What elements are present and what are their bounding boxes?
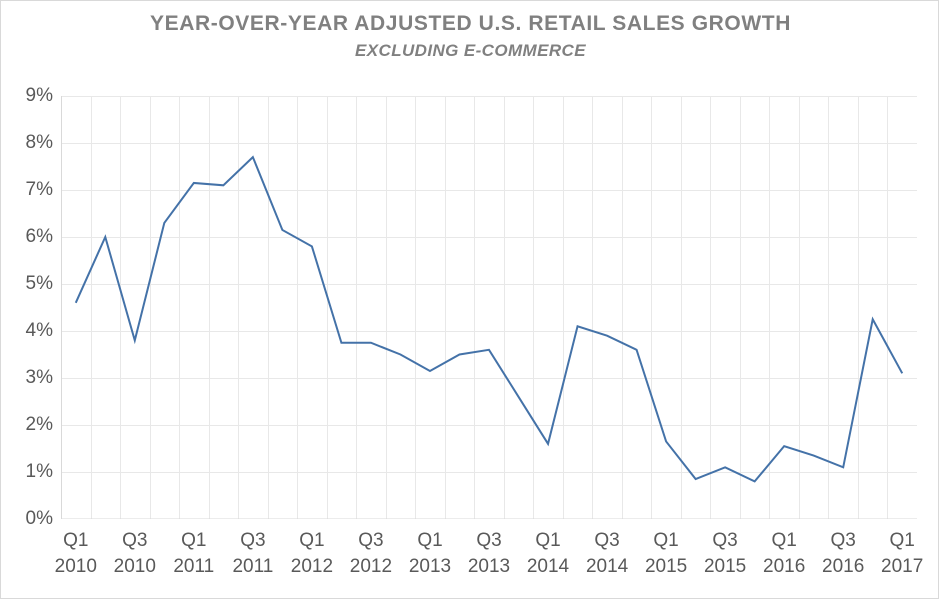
- x-tick-year: 2017: [881, 556, 924, 577]
- x-tick-label: Q3 2016: [813, 528, 873, 580]
- x-tick-quarter: Q1: [63, 530, 89, 551]
- x-tick-quarter: Q3: [594, 530, 620, 551]
- y-tick-label: 8%: [25, 132, 53, 153]
- x-tick-year: 2014: [585, 556, 629, 577]
- x-tick-label: Q1 2010: [46, 528, 106, 580]
- x-tick-label: Q1 2011: [164, 528, 224, 580]
- x-tick-quarter: Q3: [358, 530, 384, 551]
- x-tick-label: Q3 2015: [695, 528, 755, 580]
- y-tick-label: 5%: [25, 273, 53, 294]
- plot-area: [61, 96, 917, 519]
- x-tick-year: 2011: [173, 556, 215, 577]
- y-tick-label: 0%: [25, 508, 53, 529]
- x-tick-year: 2015: [703, 556, 747, 577]
- x-tick-label: Q3 2013: [459, 528, 519, 580]
- x-tick-label: Q1 2012: [282, 528, 342, 580]
- x-tick-year: 2016: [763, 556, 806, 577]
- x-tick-quarter: Q1: [299, 530, 325, 551]
- x-tick-quarter: Q3: [712, 530, 738, 551]
- x-tick-label: Q3 2014: [577, 528, 637, 580]
- x-tick-year: 2010: [113, 556, 156, 577]
- y-tick-label: 4%: [25, 320, 53, 341]
- x-tick-quarter: Q1: [653, 530, 679, 551]
- x-tick-quarter: Q3: [476, 530, 502, 551]
- x-tick-year: 2013: [467, 556, 511, 577]
- plot-svg: [61, 96, 917, 519]
- y-axis: 0% 1% 2% 3% 4% 5% 6% 7% 8% 9%: [1, 86, 53, 528]
- x-tick-label: Q3 2012: [341, 528, 401, 580]
- data-series-line: [74, 155, 904, 483]
- x-tick-label: Q1 2014: [518, 528, 578, 580]
- x-tick-year: 2013: [408, 556, 452, 577]
- vertical-gridlines: [61, 96, 888, 519]
- x-tick-quarter: Q3: [830, 530, 856, 551]
- chart-subtitle: EXCLUDING E-COMMERCE: [355, 41, 586, 60]
- x-tick-label: Q1 2015: [636, 528, 696, 580]
- x-tick-quarter: Q1: [889, 530, 915, 551]
- y-tick-label: 1%: [25, 461, 53, 482]
- y-tick-label: 9%: [25, 85, 53, 106]
- x-tick-quarter: Q1: [417, 530, 443, 551]
- x-tick-label: Q1 2016: [754, 528, 814, 580]
- x-tick-label: Q1 2017: [872, 528, 932, 580]
- x-tick-quarter: Q3: [122, 530, 148, 551]
- x-axis: Q1 2010 Q3 2010 Q1 2011 Q3 2011 Q1 2012 Q3 2012 Q1 20…: [55, 528, 924, 590]
- x-tick-year: 2010: [54, 556, 97, 577]
- x-tick-label: Q3 2010: [105, 528, 165, 580]
- y-tick-label: 2%: [25, 414, 53, 435]
- y-tick-label: 3%: [25, 367, 53, 388]
- x-tick-year: 2011: [232, 556, 274, 577]
- y-tick-label: 6%: [25, 226, 53, 247]
- x-tick-quarter: Q1: [771, 530, 797, 551]
- x-tick-year: 2016: [822, 556, 865, 577]
- chart-title: YEAR-OVER-YEAR ADJUSTED U.S. RETAIL SALE…: [150, 12, 791, 35]
- chart-title-block: YEAR-OVER-YEAR ADJUSTED U.S. RETAIL SALE…: [1, 11, 938, 63]
- x-tick-year: 2015: [644, 556, 688, 577]
- x-tick-label: Q1 2013: [400, 528, 460, 580]
- x-tick-quarter: Q3: [240, 530, 266, 551]
- x-tick-year: 2012: [290, 556, 334, 577]
- y-tick-label: 7%: [25, 179, 53, 200]
- x-tick-label: Q3 2011: [223, 528, 283, 580]
- horizontal-gridlines: [61, 96, 917, 473]
- x-tick-quarter: Q1: [535, 530, 561, 551]
- x-tick-year: 2012: [349, 556, 393, 577]
- x-tick-quarter: Q1: [181, 530, 207, 551]
- x-tick-year: 2014: [526, 556, 570, 577]
